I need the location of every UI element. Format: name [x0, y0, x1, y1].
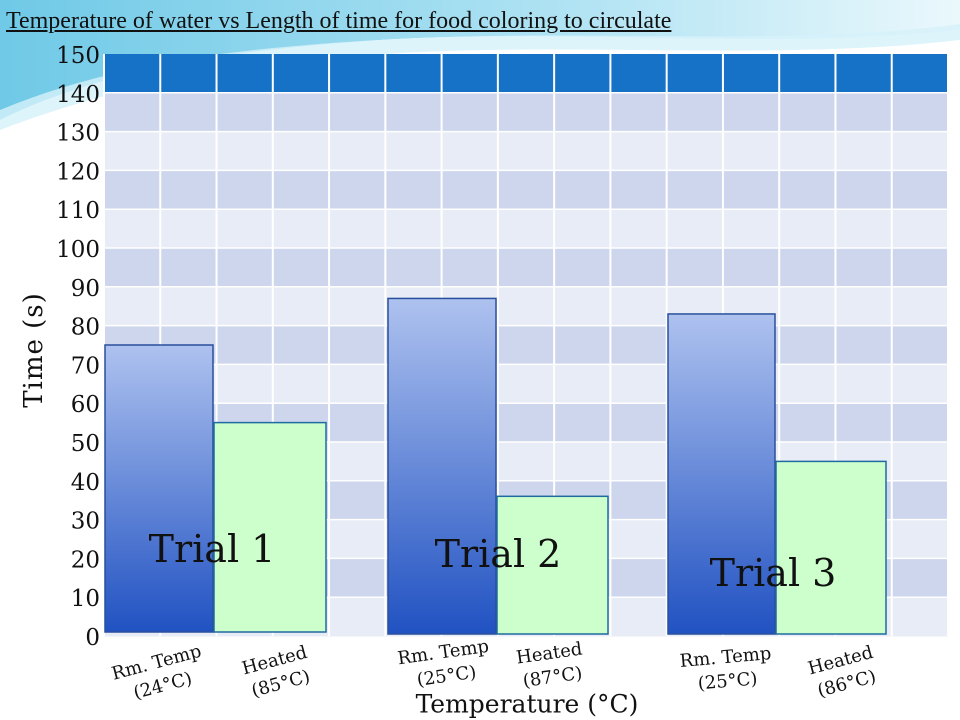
y-tick-label: 120 [56, 159, 100, 185]
trial-label: Trial 3 [710, 551, 837, 595]
grid-band [104, 170, 948, 210]
y-tick-label: 80 [71, 315, 100, 341]
y-tick-label: 110 [56, 198, 100, 224]
y-axis-ticks: 0 10 20 30 40 50 60 70 80 90 100 110 120 130 140 150 [56, 43, 100, 651]
grid-band [104, 92, 948, 133]
room-temp-bar [667, 313, 776, 635]
y-tick-label: 150 [56, 43, 100, 69]
grid-band [104, 248, 948, 288]
chart-title: Temperature of water vs Length of time f… [6, 8, 672, 34]
grid-band [104, 364, 948, 404]
grid-band [104, 325, 948, 365]
y-tick-label: 140 [56, 82, 100, 108]
x-tick-label: Rm. Temp(24°C) [109, 641, 209, 708]
x-tick-label: Rm. Temp(25°C) [679, 643, 774, 696]
x-tick-label: Heated(85°C) [240, 642, 316, 703]
y-tick-label: 30 [71, 509, 100, 535]
bars [104, 297, 887, 635]
y-tick-label: 50 [71, 431, 100, 457]
grid-band [104, 54, 948, 94]
trial-label: Trial 1 [149, 527, 276, 571]
x-axis-label: Temperature (°C) [415, 689, 639, 719]
y-tick-label: 0 [85, 625, 100, 651]
y-tick-label: 10 [71, 586, 100, 612]
y-tick-label: 40 [71, 470, 100, 496]
y-tick-label: 70 [71, 353, 100, 379]
heated-bar [213, 421, 327, 633]
heated-bar [496, 495, 609, 635]
trial-label: Trial 2 [435, 532, 562, 576]
background-swoosh [0, 0, 960, 120]
x-tick-label: Heated(86°C) [806, 642, 882, 703]
room-temp-bar [387, 297, 497, 635]
background-swoosh-light [0, 24, 960, 130]
y-axis-label: Time (s) [19, 292, 49, 408]
grid-band [104, 286, 948, 327]
y-tick-label: 60 [71, 392, 100, 418]
grid-band [104, 131, 948, 171]
room-temp-bar [104, 344, 214, 633]
grid-band [104, 209, 948, 249]
y-tick-label: 100 [56, 237, 100, 263]
y-tick-label: 90 [71, 276, 100, 302]
y-tick-label: 130 [56, 121, 100, 147]
x-tick-label: Rm. Temp(25°C) [396, 636, 493, 693]
trial-labels: Trial 1 Trial 2 Trial 3 [149, 527, 837, 595]
x-tick-label: Heated(87°C) [515, 639, 587, 693]
heated-bar [775, 460, 887, 635]
y-tick-label: 20 [71, 547, 100, 573]
